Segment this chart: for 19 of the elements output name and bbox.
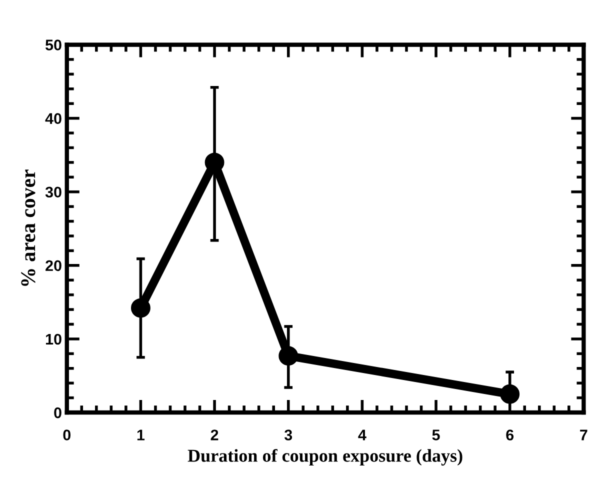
y-tick-label: 50	[45, 40, 62, 50]
x-tick-label: 5	[432, 430, 440, 440]
point	[500, 384, 520, 404]
y-tick-label: 10	[46, 334, 62, 345]
x-tick-label: 2	[210, 430, 218, 440]
point	[278, 346, 298, 366]
x-tick-label: 4	[358, 430, 366, 440]
x-tick-label: 7	[580, 430, 588, 440]
y-tick-label: 40	[45, 113, 62, 124]
y-tick-label: 20	[46, 260, 62, 272]
point	[130, 298, 150, 318]
y-tick-label: 0	[54, 407, 62, 418]
y-tick-label: 30	[45, 186, 62, 198]
x-axis-title: Duration of coupon exposure (days)	[188, 448, 462, 466]
x-tick-label: 0	[63, 430, 71, 440]
x-tick-label: 1	[137, 430, 145, 440]
x-tick-label: 6	[506, 430, 514, 440]
x-tick-label: 3	[284, 430, 292, 440]
y-axis-title: % area cover	[21, 170, 36, 286]
